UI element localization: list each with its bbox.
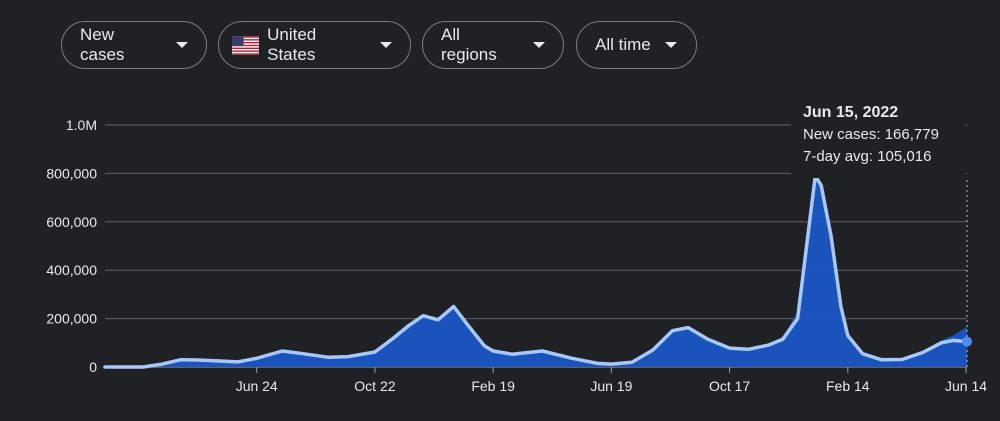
- x-tick-label: Jun 24: [236, 378, 278, 394]
- x-tick-label: Jun 19: [590, 378, 632, 394]
- tooltip-date: Jun 15, 2022: [803, 104, 899, 121]
- x-tick-label: Oct 17: [709, 378, 750, 394]
- chevron-down-icon: [176, 42, 188, 48]
- chart-tooltip: Jun 15, 2022 New cases: 166,779 7-day av…: [791, 92, 965, 178]
- region-dropdown-label: All regions: [441, 25, 497, 64]
- tooltip-7day-avg: 7-day avg: 105,016: [803, 148, 932, 165]
- y-tick-label: 600,000: [46, 214, 97, 230]
- region-dropdown[interactable]: All regions: [422, 21, 564, 69]
- y-tick-label: 400,000: [46, 262, 97, 278]
- y-tick-label: 0: [89, 359, 97, 375]
- y-tick-label: 200,000: [46, 311, 97, 327]
- period-dropdown[interactable]: All time: [576, 21, 697, 69]
- x-tick-label: Feb 14: [826, 378, 870, 394]
- y-tick-label: 800,000: [46, 165, 97, 181]
- us-flag-icon: [232, 35, 260, 55]
- metric-dropdown-label: New cases: [80, 25, 125, 64]
- cases-chart[interactable]: 0 200,000 400,000 600,000 800,000 1.0M Jun 24 O…: [0, 90, 1000, 421]
- x-tick-label: Oct 22: [354, 378, 395, 394]
- chevron-down-icon: [380, 42, 392, 48]
- period-dropdown-label: All time: [595, 35, 651, 54]
- location-dropdown-label: United States: [267, 25, 317, 64]
- location-dropdown[interactable]: United States: [218, 21, 411, 69]
- highlight-point: [962, 336, 972, 347]
- x-tick-label: Jun 14: [945, 378, 987, 394]
- tooltip-new-cases: New cases: 166,779: [803, 126, 939, 143]
- metric-dropdown[interactable]: New cases: [61, 21, 207, 69]
- chevron-down-icon: [533, 42, 545, 48]
- seven-day-avg-line: [103, 174, 969, 369]
- x-tick-label: Feb 19: [471, 378, 515, 394]
- y-tick-label: 1.0M: [66, 117, 97, 133]
- chevron-down-icon: [664, 42, 677, 48]
- filter-bar: New cases United States All regions All …: [0, 0, 1000, 90]
